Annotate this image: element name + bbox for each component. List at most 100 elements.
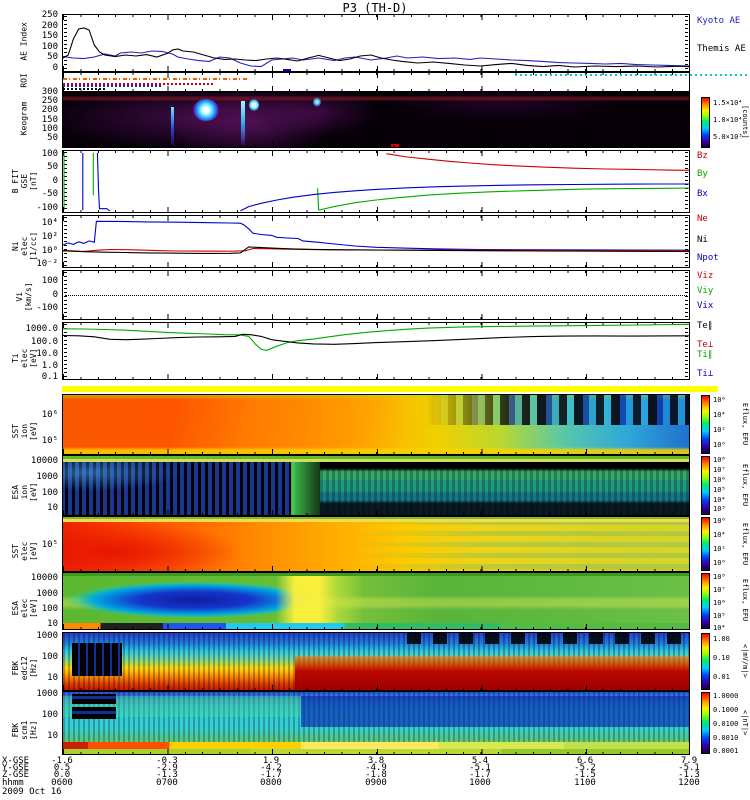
esa-elec-cbar-tick: 10⁵ bbox=[713, 612, 726, 620]
te-par-line bbox=[63, 333, 689, 345]
ti-ytick: 1.0 bbox=[41, 361, 58, 371]
panel-ae-index bbox=[62, 14, 690, 72]
footer-xgse-value: 6.6 bbox=[576, 756, 594, 766]
ni-ytick: 10² bbox=[41, 232, 58, 242]
fbk-scm1-cbar-tick: 0.0100 bbox=[713, 720, 739, 728]
esa-elec-cbar-tick: 10⁶ bbox=[713, 599, 726, 607]
legend-kyoto-ae: Kyoto AE bbox=[697, 16, 741, 26]
legend-npot: Npot bbox=[697, 253, 719, 263]
esa-ion-colorbar bbox=[701, 456, 710, 515]
sst-ion-cbar-tick: 10⁴ bbox=[713, 411, 726, 419]
vi-ytick: -100 bbox=[36, 303, 58, 313]
footer-xgse-value: 5.4 bbox=[471, 756, 489, 766]
sst-elec-banding bbox=[344, 522, 689, 569]
page-title: P3 (TH-D) bbox=[342, 1, 408, 15]
ti-par-line bbox=[63, 323, 689, 351]
sst-ion-colorbar bbox=[701, 395, 710, 454]
sst-ion-cbar-tick: 10⁶ bbox=[713, 396, 726, 404]
panel-keogram bbox=[62, 92, 690, 148]
esa-ion-cbar-tick: 10⁷ bbox=[713, 466, 726, 474]
sst-ion-ytick: 10⁶ bbox=[41, 410, 58, 420]
bz-line bbox=[386, 153, 689, 171]
fbk-scm1-ytick: 100 bbox=[41, 710, 58, 720]
ni-ylabel: Ni elec [1/cc] bbox=[11, 217, 38, 275]
esa-ion-cbar-tick: 10⁴ bbox=[713, 496, 726, 504]
roi-line-orange bbox=[63, 78, 249, 80]
panel-esa-ion bbox=[62, 455, 690, 516]
fbk-edc12-cbar-tick: 1.00 bbox=[713, 635, 730, 643]
esa-ion-ytick: 10000 bbox=[30, 456, 58, 466]
vi-ytick: 0 bbox=[52, 290, 58, 300]
esa-elec-cbar-unit: Eflux, EFU bbox=[741, 579, 749, 622]
footer-zgse-value: -1.3 bbox=[156, 770, 178, 780]
keogram-red-marker bbox=[391, 144, 399, 147]
fbk-scm1-green-region bbox=[63, 695, 301, 717]
bfit-ylabel-line: [nT] bbox=[28, 171, 38, 191]
footer-date: 2009 Oct 16 bbox=[2, 787, 62, 797]
ti-line-chart bbox=[63, 323, 689, 351]
roi-marker-blue bbox=[283, 69, 291, 71]
keogram-ytick: 300 bbox=[41, 87, 58, 97]
footer-xgse-value: 7.9 bbox=[680, 756, 698, 766]
ni-line-chart bbox=[63, 220, 689, 254]
ae-ytick: 0 bbox=[52, 63, 58, 73]
footer-xgse-value: -0.3 bbox=[156, 756, 178, 766]
keogram-colorbar bbox=[701, 97, 710, 148]
esa-ion-ylabel: ESA ion [eV] bbox=[11, 463, 38, 521]
vi-ylabel: Vi [km/s] bbox=[15, 268, 34, 326]
keogram-cbar-unit: [counts] bbox=[741, 105, 749, 139]
esa-ion-ytick: 1000 bbox=[36, 472, 58, 482]
fbk-scm1-ylabel-line: [Hz] bbox=[28, 720, 38, 740]
fbk-scm1-cbar-tick: 0.0001 bbox=[713, 747, 739, 755]
keogram-ytick: 250 bbox=[41, 96, 58, 106]
fbk-edc12-ylabel: FBK edc12 [Hz] bbox=[11, 639, 38, 697]
footer-zgse-value: -1.7 bbox=[469, 770, 491, 780]
keogram-aurora-spot bbox=[313, 97, 321, 107]
fbk-scm1-ytick: 10 bbox=[47, 731, 58, 741]
fbk-edc12-cbar-unit: <|mV/m|> bbox=[741, 644, 749, 678]
fbk-scm1-cbar-unit: <|nT|> bbox=[741, 710, 749, 736]
panel-ti bbox=[62, 322, 690, 380]
fbk-edc12-black-block bbox=[72, 643, 123, 677]
sst-ion-cbar-tick: 10² bbox=[713, 426, 726, 434]
legend-by: By bbox=[697, 169, 708, 179]
panel-sst-ion bbox=[62, 394, 690, 455]
keogram-aurora-spot bbox=[193, 99, 219, 121]
roi-line-cyan bbox=[515, 74, 748, 76]
ae-ytick: 150 bbox=[41, 31, 58, 41]
sst-elec-ylabel: SST elec [eV] bbox=[11, 522, 38, 580]
panel-esa-elec bbox=[62, 572, 690, 630]
fbk-edc12-cbar-tick: 0.01 bbox=[713, 673, 730, 681]
sst-elec-colorbar bbox=[701, 517, 710, 571]
fbk-edc12-ytick: 1000 bbox=[36, 631, 58, 641]
panel-sst-elec bbox=[62, 516, 690, 572]
keogram-cbar-tick: 1.0×10⁴ bbox=[713, 116, 743, 124]
fbk-scm1-cbar-tick: 0.1000 bbox=[713, 706, 739, 714]
fbk-edc12-dropout-blocks bbox=[407, 633, 689, 645]
sst-ion-ylabel: SST ion [eV] bbox=[11, 402, 38, 460]
fbk-edc12-saturated-red bbox=[294, 655, 689, 690]
keogram-ytick: 50 bbox=[47, 133, 58, 143]
fbk-edc12-cbar-tick: 0.10 bbox=[713, 654, 730, 662]
vi-ytick: 100 bbox=[41, 276, 58, 286]
themis-ae-line bbox=[63, 27, 689, 68]
sst-ion-ylabel-line: [eV] bbox=[28, 421, 38, 441]
fbk-scm1-bottom-strip bbox=[63, 749, 689, 754]
bfit-ytick: 50 bbox=[47, 162, 58, 172]
bfit-ytick: -50 bbox=[41, 189, 58, 199]
sst-elec-cbar-unit: Eflux, EFU bbox=[741, 523, 749, 566]
fbk-edc12-ytick: 10 bbox=[47, 673, 58, 683]
esa-ion-cbar-tick: 10⁸ bbox=[713, 456, 726, 464]
esa-ion-ytick: 100 bbox=[41, 488, 58, 498]
fbk-scm1-colorbar bbox=[701, 692, 710, 754]
footer-label-ygse: Y-GSE bbox=[2, 763, 30, 773]
legend-bx: Bx bbox=[697, 189, 708, 199]
legend-ti-perp: Ti⊥ bbox=[697, 369, 714, 379]
ni-ytick: 10⁰ bbox=[41, 246, 58, 256]
roi-line-blue bbox=[63, 85, 163, 87]
footer-label-hhmm: hhmm bbox=[2, 778, 24, 788]
ae-line-chart bbox=[63, 27, 689, 68]
ti-ytick: 1000.0 bbox=[25, 324, 58, 334]
bfit-ytick: -100 bbox=[36, 203, 58, 213]
